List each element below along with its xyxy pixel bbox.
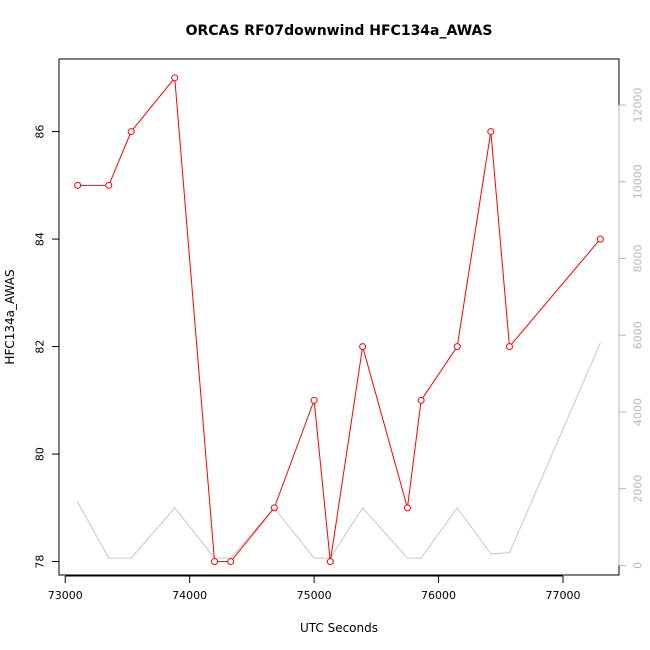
data-point	[417, 396, 425, 404]
series-segment	[407, 403, 422, 505]
axes: 73000 74000 75000 76000 77000 78 80 82 84 86 0 2000…	[34, 88, 645, 602]
y-tick-label: 86	[34, 125, 47, 139]
y-tick-label: 80	[34, 447, 47, 461]
series-segment	[232, 509, 273, 560]
data-point	[105, 181, 113, 189]
series-segment	[330, 349, 363, 559]
x-axis-label: UTC Seconds	[300, 621, 378, 635]
x-tick-label: 73000	[48, 589, 83, 602]
y2-tick-label: 6000	[632, 321, 645, 349]
data-point	[359, 343, 367, 351]
series-segment	[313, 403, 331, 559]
data-point	[74, 181, 82, 189]
y-axis-label: HFC134a_AWAS	[3, 269, 17, 364]
series-segment	[174, 80, 215, 559]
y2-tick-label: 8000	[632, 244, 645, 272]
series-segment	[132, 79, 174, 130]
series-segment	[274, 402, 314, 506]
data-point	[326, 558, 334, 566]
x-tick-label: 75000	[297, 589, 332, 602]
y-tick-label: 84	[34, 232, 47, 246]
series-layer	[74, 74, 604, 566]
data-point	[310, 396, 318, 404]
series-segment	[490, 134, 510, 344]
y2-tick-label: 2000	[632, 475, 645, 503]
series-segment	[422, 348, 456, 399]
y2-tick-label: 10000	[632, 164, 645, 199]
series-segment	[362, 349, 408, 506]
y-tick-label: 78	[34, 555, 47, 569]
series-segment	[511, 241, 599, 345]
y2-tick-label: 12000	[632, 88, 645, 123]
data-point	[270, 504, 278, 512]
x-tick-label: 77000	[546, 589, 581, 602]
series-line-secondary	[77, 342, 601, 559]
y-tick-label: 82	[34, 340, 47, 354]
data-point	[171, 74, 179, 82]
data-point	[453, 343, 461, 351]
data-point	[505, 343, 513, 351]
series-segment	[457, 134, 491, 344]
data-point	[227, 558, 235, 566]
data-point	[403, 504, 411, 512]
x-tick-label: 74000	[172, 589, 207, 602]
chart-title: ORCAS RF07downwind HFC134a_AWAS	[186, 23, 493, 39]
data-point	[211, 558, 219, 566]
data-point	[487, 128, 495, 136]
data-point	[596, 235, 604, 243]
x-tick-label: 76000	[421, 589, 456, 602]
y2-tick-label: 0	[632, 562, 645, 569]
data-point	[127, 128, 135, 136]
y2-tick-label: 4000	[632, 398, 645, 426]
series-segment	[109, 134, 131, 183]
